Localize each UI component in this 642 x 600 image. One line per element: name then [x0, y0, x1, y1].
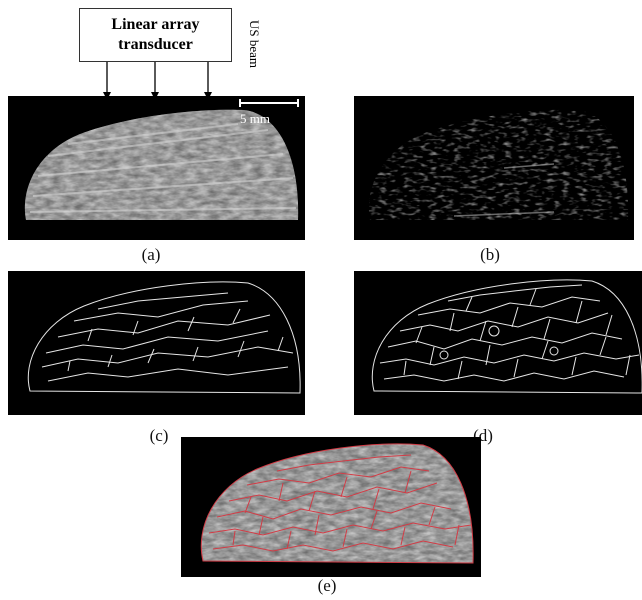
panel-e-contour-overlay [181, 437, 481, 577]
us-beam-label: US beam [247, 20, 262, 69]
overlay-contours [208, 454, 472, 552]
transducer-label: Linear array transducer [111, 16, 200, 53]
transducer-label-box: Linear array transducer [79, 8, 232, 62]
panel-d-segmentation [354, 271, 642, 415]
panel-b-enhanced-image [354, 96, 634, 240]
caption-c: (c) [149, 426, 169, 445]
scale-bar [239, 99, 299, 107]
panel-c-edge-map [8, 271, 305, 415]
segmentation-outline [371, 279, 642, 394]
caption-e: (e) [317, 576, 337, 595]
edge-map-outline [27, 281, 301, 394]
caption-b: (b) [480, 245, 500, 264]
caption-a: (a) [141, 245, 161, 264]
scale-bar-label: 5 mm [240, 111, 270, 126]
overlay-outline [200, 443, 474, 564]
panel-a-bmode-image [8, 96, 305, 240]
